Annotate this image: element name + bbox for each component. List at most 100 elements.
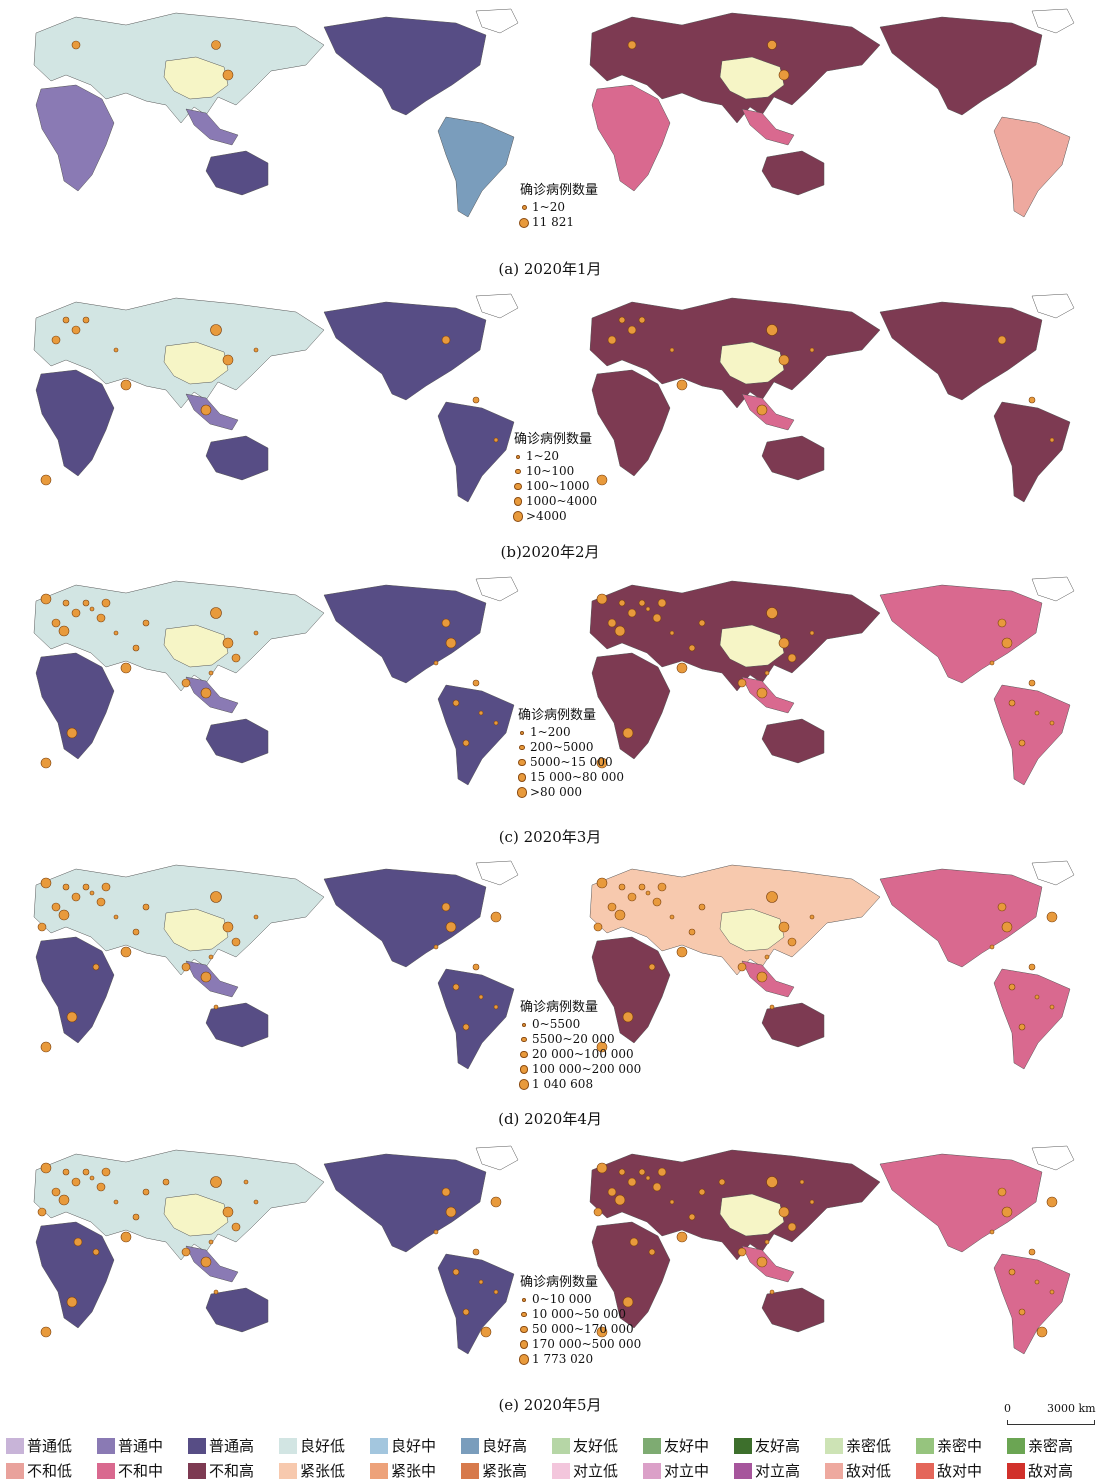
class-label: 亲密中 [937, 1437, 983, 1455]
cases-legend-title: 确诊病例数量 [518, 708, 597, 723]
case-point [1001, 1206, 1013, 1218]
case-point [698, 1188, 706, 1196]
case-point [1028, 679, 1036, 687]
case-point [669, 1199, 675, 1205]
cases-range-label: 50 000~170 000 [532, 1322, 634, 1336]
cases-size-symbol [519, 744, 525, 751]
case-point [113, 1199, 119, 1205]
case-point [51, 335, 61, 345]
cases-size-symbol [522, 1022, 526, 1027]
case-point [101, 598, 111, 608]
region-samerica [993, 116, 1071, 218]
panel-caption: (a) 2020年1月 [498, 260, 602, 278]
case-point [222, 921, 234, 933]
case-point [66, 1296, 78, 1308]
class-label: 不和低 [27, 1462, 73, 1480]
case-point [445, 637, 457, 649]
cases-range-label: 10~100 [526, 464, 575, 478]
case-point [222, 1206, 234, 1218]
class-legend-item: 不和高 [188, 1460, 279, 1481]
region-australia [761, 435, 825, 481]
case-point [478, 994, 484, 1000]
case-point [778, 69, 790, 81]
case-point [37, 1207, 47, 1217]
case-point [809, 347, 815, 353]
cases-legend-item: 1~20 [520, 200, 598, 215]
region-africa [591, 936, 671, 1044]
case-point [120, 946, 132, 958]
case-point [989, 1229, 995, 1235]
case-point [478, 710, 484, 716]
class-label: 良好中 [391, 1437, 437, 1455]
case-point [627, 608, 637, 618]
case-point [1028, 396, 1036, 404]
case-point [766, 891, 778, 903]
case-point [231, 1222, 241, 1232]
class-legend-item: 紧张低 [279, 1460, 370, 1481]
class-label: 良好低 [300, 1437, 346, 1455]
cases-legend-item: 1 773 020 [518, 1352, 641, 1367]
class-legend-row: 不和低 不和中 不和高 紧张低 紧张中 紧张高 对立低 对立中 对立高 敌对低 敌对中 敌对高 [6, 1458, 1098, 1483]
relationship-class-legend: 普通低 普通中 普通高 良好低 良好中 良好高 友好低 友好中 友好高 亲密低 亲密中 亲密高 不和低… [6, 1433, 1098, 1483]
class-swatch [461, 1437, 479, 1454]
case-point [997, 335, 1007, 345]
class-label: 普通低 [27, 1437, 73, 1455]
region-china [163, 1193, 229, 1237]
case-point [607, 335, 617, 345]
case-point [71, 1177, 81, 1187]
class-swatch [97, 1437, 115, 1454]
scale-zero: 0 [1004, 1402, 1011, 1415]
region-china [163, 624, 229, 668]
case-point [71, 40, 81, 50]
cases-legend-item: 1 040 608 [518, 1077, 641, 1092]
cases-size-symbol [520, 1050, 528, 1059]
cases-legend-title: 确诊病例数量 [514, 432, 593, 447]
choropleth-map-left [33, 8, 519, 218]
case-point [1028, 963, 1036, 971]
class-label: 紧张中 [391, 1462, 437, 1480]
case-point [441, 1187, 451, 1197]
case-point [101, 1167, 111, 1177]
case-point [200, 687, 212, 699]
class-label: 不和中 [118, 1462, 164, 1480]
cases-size-symbol [518, 758, 526, 767]
class-swatch [734, 1437, 752, 1454]
case-point [638, 1168, 646, 1176]
cases-legend-title: 确诊病例数量 [520, 1275, 599, 1290]
case-point [614, 1194, 626, 1206]
class-swatch [188, 1437, 206, 1454]
case-point [669, 914, 675, 920]
case-point [71, 608, 81, 618]
cases-legend-item: 5500~20 000 [520, 1032, 641, 1047]
case-point [622, 1296, 634, 1308]
cases-range-label: 100~1000 [526, 479, 590, 493]
cases-range-label: 11 821 [532, 215, 574, 229]
case-point [445, 1206, 457, 1218]
case-point [627, 40, 637, 50]
case-point [213, 1289, 219, 1295]
case-point [1049, 720, 1055, 726]
cases-size-symbol [519, 217, 529, 228]
case-point [210, 607, 222, 619]
region-namerica [879, 1153, 1043, 1253]
case-point [462, 739, 470, 747]
case-point [462, 1308, 470, 1316]
case-point [756, 971, 768, 983]
case-point [82, 883, 90, 891]
region-namerica [323, 868, 487, 968]
case-point [607, 902, 617, 912]
case-point [181, 962, 191, 972]
region-australia [761, 1287, 825, 1333]
case-point [462, 1023, 470, 1031]
cases-size-symbol [512, 511, 524, 522]
case-point [618, 1168, 626, 1176]
case-point [490, 1196, 502, 1208]
class-label: 不和高 [209, 1462, 255, 1480]
case-point [162, 1178, 170, 1186]
class-swatch [370, 1437, 388, 1454]
class-legend-item: 亲密低 [825, 1435, 916, 1456]
case-point [211, 40, 221, 50]
region-greenland [475, 1145, 519, 1171]
region-seasia [185, 676, 239, 714]
case-point [120, 1231, 132, 1243]
